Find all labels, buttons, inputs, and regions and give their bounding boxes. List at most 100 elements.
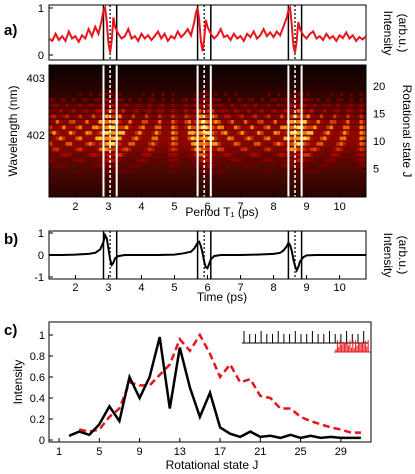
- heatmap-cell: [118, 147, 123, 152]
- heatmap-cell: [230, 153, 235, 157]
- heatmap-cell: [339, 92, 344, 97]
- heatmap-cell: [362, 164, 366, 168]
- heatmap-cell: [98, 109, 103, 113]
- heatmap-cell: [270, 98, 274, 102]
- heatmap-cell: [270, 109, 274, 113]
- heatmap-cell: [217, 158, 222, 163]
- heatmap-cell: [78, 120, 83, 124]
- heatmap-cell: [85, 109, 90, 113]
- heatmap-cell: [181, 109, 185, 113]
- heatmap-cell: [217, 98, 222, 102]
- heatmap-cell: [204, 109, 208, 113]
- heatmap-cell: [227, 158, 232, 163]
- heatmap-cell: [121, 158, 126, 163]
- heatmap-cell: [247, 153, 251, 157]
- heatmap-cell: [329, 120, 334, 124]
- xtick-label: 8: [270, 282, 276, 294]
- heatmap-cell: [111, 158, 116, 163]
- heatmap-cell: [144, 131, 149, 135]
- heatmap-cell: [105, 136, 109, 141]
- panel-label-a: a): [4, 22, 17, 39]
- heatmap-cell: [349, 109, 354, 113]
- heatmap-cell: [309, 153, 314, 157]
- heatmap-cell: [326, 153, 331, 157]
- heatmap-cell: [303, 153, 308, 157]
- heatmap-cell: [306, 153, 311, 157]
- heatmap-cell: [141, 153, 146, 157]
- heatmap-cell: [184, 147, 189, 152]
- heatmap-cell: [72, 103, 76, 108]
- heatmap-cell: [181, 158, 185, 163]
- panel-label-c: c): [4, 322, 17, 339]
- xtick-label: 21: [254, 446, 266, 458]
- heatmap-cell: [98, 164, 103, 168]
- heatmap-cell: [52, 125, 57, 130]
- heatmap-cell: [280, 164, 284, 168]
- heatmap-cell: [134, 131, 139, 135]
- heatmap-cell: [167, 103, 172, 108]
- heatmap-cell: [233, 153, 238, 157]
- heatmap-cell: [319, 125, 324, 130]
- heatmap-cell: [220, 103, 225, 108]
- heatmap-cell: [220, 158, 225, 163]
- heatmap-cell: [303, 164, 308, 168]
- heatmap-cell: [247, 98, 251, 102]
- heatmap-cell: [346, 136, 350, 141]
- heatmap-cell: [181, 98, 185, 102]
- heatmap-cell: [78, 103, 83, 108]
- heatmap-cell: [171, 169, 175, 174]
- heatmap-cell: [187, 109, 192, 113]
- heatmap-cell: [141, 92, 146, 97]
- heatmap-cell: [319, 136, 324, 141]
- heatmap-cell: [204, 120, 208, 124]
- heatmap-cell: [270, 136, 274, 141]
- heatmap-cell: [313, 147, 317, 152]
- heatmap-cell: [161, 92, 166, 97]
- heatmap-cell: [220, 136, 225, 141]
- xtick-label: 6: [204, 201, 210, 213]
- heatmap-cell: [336, 125, 341, 130]
- heatmap-cell: [78, 114, 83, 119]
- heatmap-cell: [174, 147, 179, 152]
- heatmap-cell: [75, 147, 80, 152]
- heatmap-cell: [253, 164, 258, 168]
- heatmap-cell: [306, 98, 311, 102]
- heatmap-cell: [62, 136, 66, 141]
- heatmap-cell: [124, 109, 129, 113]
- heatmap-cell: [303, 158, 308, 163]
- heatmap-cell: [290, 158, 294, 163]
- heatmap-cell: [138, 125, 142, 130]
- heatmap-cell: [296, 92, 301, 97]
- heatmap-cell: [164, 120, 169, 124]
- heatmap-cell: [362, 114, 366, 119]
- xtick-label: 9: [137, 446, 143, 458]
- heatmap-cell: [118, 120, 123, 124]
- heatmap-cell: [167, 120, 172, 124]
- heatmap-cell: [154, 114, 159, 119]
- heatmap-cell: [243, 131, 248, 135]
- heatmap-cell: [362, 147, 366, 152]
- heatmap-cell: [161, 114, 166, 119]
- heatmap-cell: [227, 147, 232, 152]
- heatmap-cell: [68, 125, 73, 130]
- heatmap-cell: [319, 120, 324, 124]
- heatmap-cell: [323, 114, 327, 119]
- heatmap-cell: [151, 114, 156, 119]
- heatmap-cell: [161, 153, 166, 157]
- heatmap-cell: [105, 98, 109, 102]
- panel-a-top: 0 1 Intensity (arb.u.): [38, 3, 410, 62]
- panel-a-top-frame: [48, 4, 367, 61]
- heatmap-cell: [214, 125, 218, 130]
- heatmap-cell: [88, 114, 93, 119]
- heatmap-cell: [144, 136, 149, 141]
- heatmap-cell: [329, 147, 334, 152]
- heatmap-cell: [333, 131, 337, 135]
- heatmap-cell: [253, 153, 258, 157]
- heatmap-cell: [273, 109, 278, 113]
- heatmap-cell: [98, 142, 103, 146]
- heatmap-cell: [280, 103, 284, 108]
- heatmap-cell: [105, 92, 109, 97]
- heatmap-cell: [151, 103, 156, 108]
- panel-b: 2 3 4 5 6 7 8 9 10 -1 0 1 Time (ps) Intensity (arb…: [34, 228, 410, 304]
- heatmap-cell: [290, 98, 294, 102]
